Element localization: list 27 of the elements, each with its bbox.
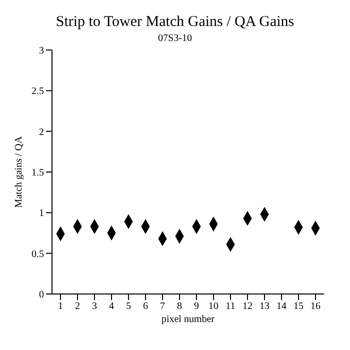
x-axis-title: pixel number bbox=[161, 314, 216, 325]
x-tick-label: 8 bbox=[177, 301, 182, 312]
x-tick-label: 7 bbox=[160, 301, 165, 312]
y-tick-label: 2 bbox=[39, 126, 44, 138]
x-tick-label: 3 bbox=[92, 301, 97, 312]
chart-title: Strip to Tower Match Gains / QA Gains bbox=[54, 14, 296, 31]
y-tick-label: 0 bbox=[39, 290, 44, 301]
x-tick-label: 9 bbox=[194, 301, 199, 312]
x-tick-label: 10 bbox=[208, 301, 218, 312]
x-tick-label: 4 bbox=[109, 301, 114, 312]
x-tick-label: 1 bbox=[58, 301, 63, 312]
y-tick-label: 0.5 bbox=[32, 248, 44, 260]
chart-subtitle: 07S3-10 bbox=[157, 33, 193, 44]
x-tick-label: 16 bbox=[310, 301, 320, 312]
y-tick-label: 2.5 bbox=[32, 86, 44, 98]
y-tick-label: 1 bbox=[39, 208, 44, 220]
x-tick-label: 12 bbox=[242, 301, 252, 312]
x-tick-label: 5 bbox=[126, 301, 131, 312]
x-tick-label: 6 bbox=[143, 301, 148, 312]
y-tick-label: 1.5 bbox=[32, 168, 44, 179]
x-tick-label: 13 bbox=[260, 301, 270, 312]
y-tick-label: 3 bbox=[39, 46, 44, 57]
x-tick-label: 14 bbox=[276, 301, 286, 312]
x-tick-label: 2 bbox=[75, 301, 80, 312]
x-tick-label: 15 bbox=[294, 301, 304, 312]
y-axis-title: Match gains / QA bbox=[14, 136, 25, 208]
x-tick-label: 11 bbox=[226, 301, 236, 312]
